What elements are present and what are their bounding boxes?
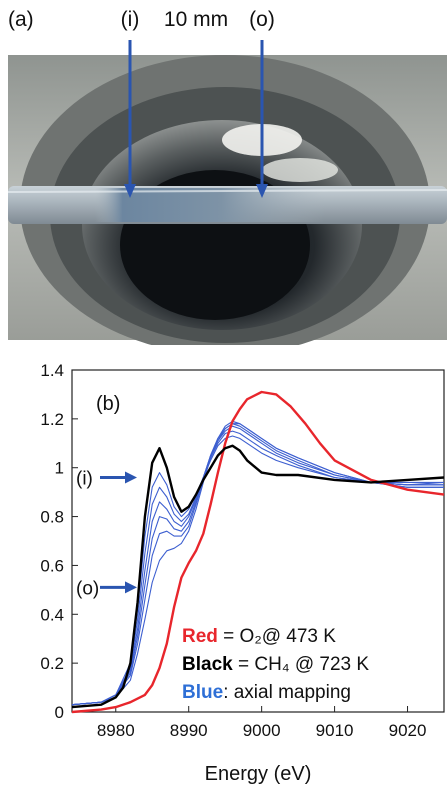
y-tick-label: 1 [55, 459, 64, 478]
marker-outer-label: (o) [249, 8, 275, 31]
y-tick-label: 1.4 [40, 361, 64, 380]
legend-blue: Blue: axial mapping [182, 682, 351, 703]
x-axis: 8980 8990 9000 9010 9020 [97, 706, 427, 740]
annotation-label: (o) [76, 578, 99, 599]
annotation-arrow-head [125, 471, 137, 484]
panel-a-label: (a) [8, 8, 34, 31]
x-tick-label: 9020 [389, 721, 427, 740]
x-axis-label: Energy (eV) [205, 763, 312, 785]
x-tick-label: 9000 [243, 721, 281, 740]
black-ch4-line [71, 444, 445, 709]
y-tick-label: 0.4 [40, 605, 64, 624]
reactor-photo-panel: (a) (i) 10 mm (o) [7, 8, 447, 345]
xanes-chart: 0 0.2 0.4 0.6 0.8 1 1.2 1.4 8980 8990 9000 9010 902… [40, 361, 445, 785]
red-o2-line [71, 390, 445, 714]
series-layer [71, 390, 445, 714]
legend-red-key: Red [182, 626, 218, 647]
marker-inner-arrow [124, 40, 136, 198]
glare-spot-2 [262, 158, 338, 182]
blue-mapping-line [71, 423, 444, 706]
y-tick-label: 0.6 [40, 556, 64, 575]
y-axis: 0 0.2 0.4 0.6 0.8 1 1.2 1.4 [40, 361, 78, 722]
x-tick-label: 8990 [170, 721, 208, 740]
tube-highlight [7, 189, 447, 193]
scale-label: 10 mm [164, 8, 228, 31]
y-tick-label: 0.2 [40, 654, 64, 673]
annotation-layer: (i) (o) [76, 468, 137, 599]
marker-outer-arrow [256, 40, 268, 198]
legend-red-desc: = O₂@ 473 K [218, 626, 336, 647]
legend-black-desc: = CH₄ @ 723 K [233, 654, 370, 675]
legend-black-key: Black [182, 654, 233, 675]
x-tick-label: 9010 [316, 721, 354, 740]
marker-inner-label: (i) [121, 8, 140, 31]
x-tick-label: 8980 [97, 721, 135, 740]
legend-blue-desc: : axial mapping [223, 682, 351, 703]
y-tick-label: 0 [55, 703, 64, 722]
annotation-label: (i) [76, 468, 93, 489]
annotation-arrow-head [125, 581, 137, 594]
legend: Red = O₂@ 473 K Black = CH₄ @ 723 K Blue… [182, 626, 369, 703]
panel-b-label: (b) [96, 393, 120, 415]
legend-blue-key: Blue [182, 682, 223, 703]
legend-red: Red = O₂@ 473 K [182, 626, 336, 647]
y-tick-label: 1.2 [40, 410, 64, 429]
legend-black: Black = CH₄ @ 723 K [182, 654, 369, 675]
catalyst-bed [95, 188, 325, 222]
y-tick-label: 0.8 [40, 508, 64, 527]
